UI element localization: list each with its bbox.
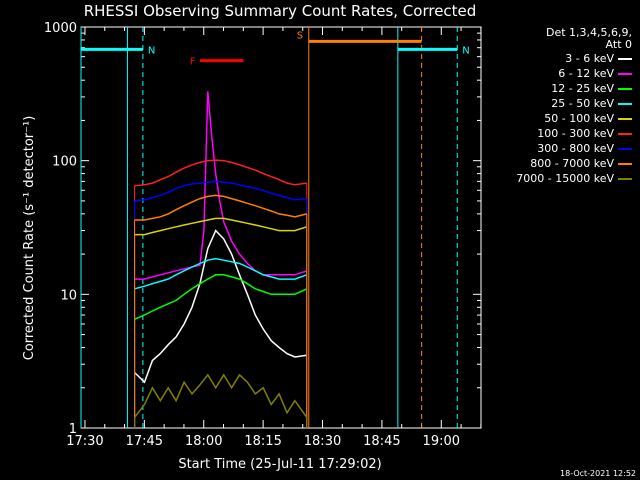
- overlays: N N S F: [80, 27, 470, 428]
- x-tick-label: 18:45: [363, 434, 400, 449]
- legend: Det 1,3,4,5,6,9, Att 0 3 - 6 keV 6 - 12 k…: [516, 27, 632, 186]
- legend-entry: 800 - 7000 keV: [516, 156, 632, 171]
- plot-frame: [80, 26, 482, 429]
- att-label: Att 0: [605, 38, 632, 51]
- legend-label: 100 - 300 keV: [537, 127, 614, 140]
- legend-swatch: [618, 162, 632, 165]
- legend-swatch: [618, 132, 632, 135]
- y-tick-label: 1: [69, 422, 77, 437]
- legend-label: 12 - 25 keV: [551, 82, 614, 95]
- legend-swatch: [618, 147, 632, 150]
- legend-label: 25 - 50 keV: [551, 97, 614, 110]
- legend-swatch: [618, 102, 632, 105]
- y-tick-label: 1000: [44, 21, 77, 36]
- legend-swatch: [618, 87, 632, 90]
- x-tick-label: 19:00: [423, 434, 460, 449]
- footer-date: 18-Oct-2021 12:52: [560, 469, 636, 478]
- legend-entry: 6 - 12 keV: [516, 66, 632, 81]
- annotation-label: N: [462, 45, 469, 56]
- annotation-label: N: [148, 45, 155, 56]
- legend-entry: 50 - 100 keV: [516, 111, 632, 126]
- legend-entry: 300 - 800 keV: [516, 141, 632, 156]
- legend-entry: 12 - 25 keV: [516, 81, 632, 96]
- series-line: [134, 91, 308, 280]
- series-line: [134, 229, 307, 384]
- axes: 17:30 17:45 18:00 18:15 18:30 18:45 19:00 1 10 10…: [44, 21, 482, 449]
- x-axis-label: Start Time (25-Jul-11 17:29:02): [178, 457, 381, 472]
- x-tick-label: 18:15: [244, 434, 281, 449]
- legend-swatch: [618, 57, 632, 60]
- legend-label: 6 - 12 keV: [558, 67, 614, 80]
- series-line: [134, 373, 308, 418]
- legend-entry: 25 - 50 keV: [516, 96, 632, 111]
- x-tick-label: 17:30: [66, 434, 103, 449]
- chart-title: RHESSI Observing Summary Count Rates, Co…: [84, 2, 477, 20]
- series-line: [134, 194, 307, 221]
- legend-label: 300 - 800 keV: [537, 142, 614, 155]
- y-tick-label: 100: [52, 155, 77, 170]
- legend-swatch: [618, 72, 632, 75]
- x-tick-label: 18:00: [185, 434, 222, 449]
- legend-entry: 3 - 6 keV: [516, 51, 632, 66]
- x-tick-label: 18:30: [304, 434, 341, 449]
- legend-label: 7000 - 15000 keV: [516, 172, 614, 185]
- annotation-label: S: [297, 30, 303, 41]
- legend-swatch: [618, 117, 632, 120]
- legend-entry: 7000 - 15000 keV: [516, 171, 632, 186]
- series-line: [134, 257, 308, 290]
- annotation-label: F: [190, 57, 196, 68]
- y-tick-label: 10: [60, 288, 77, 303]
- y-axis-label: Corrected Count Rate (s⁻¹ detector⁻¹): [22, 116, 37, 361]
- series-line: [134, 274, 308, 320]
- det-label: Det 1,3,4,5,6,9,: [545, 26, 632, 39]
- series-line: [134, 159, 307, 187]
- x-tick-label: 17:45: [126, 434, 163, 449]
- legend-swatch: [618, 177, 632, 180]
- series-line: [134, 180, 307, 202]
- legend-label: 800 - 7000 keV: [530, 157, 614, 170]
- legend-entry: 100 - 300 keV: [516, 126, 632, 141]
- legend-label: 50 - 100 keV: [544, 112, 614, 125]
- legend-label: 3 - 6 keV: [565, 52, 614, 65]
- series-line: [134, 217, 308, 236]
- series-layer: [134, 91, 308, 428]
